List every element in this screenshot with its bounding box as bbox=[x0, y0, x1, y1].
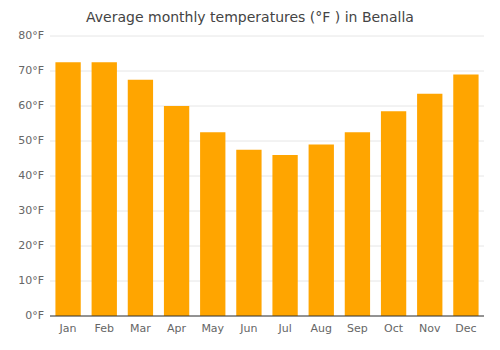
y-tick-label: 60°F bbox=[18, 99, 44, 112]
bar bbox=[164, 106, 189, 316]
bar bbox=[453, 75, 478, 317]
bar bbox=[92, 62, 117, 316]
bar bbox=[381, 111, 406, 316]
x-tick-label: Sep bbox=[347, 322, 368, 335]
bar bbox=[272, 155, 297, 316]
y-tick-label: 80°F bbox=[18, 29, 44, 42]
chart: 0°F 10°F 20°F 30°F 40°F 50°F 60°F 70°F 80°F Jan Fe… bbox=[0, 0, 500, 350]
y-tick-label: 20°F bbox=[18, 239, 44, 252]
y-axis: 0°F 10°F 20°F 30°F 40°F 50°F 60°F 70°F 80°F bbox=[18, 29, 44, 322]
y-tick-label: 50°F bbox=[18, 134, 44, 147]
x-tick-label: Dec bbox=[455, 322, 476, 335]
bars bbox=[55, 62, 478, 316]
y-tick-label: 10°F bbox=[18, 274, 44, 287]
x-tick-label: Oct bbox=[384, 322, 404, 335]
bar bbox=[128, 80, 153, 316]
x-tick-label: Feb bbox=[95, 322, 114, 335]
bar bbox=[309, 145, 334, 317]
grid bbox=[50, 36, 484, 316]
bar bbox=[417, 94, 442, 316]
y-tick-label: 30°F bbox=[18, 204, 44, 217]
y-tick-label: 40°F bbox=[18, 169, 44, 182]
bar bbox=[345, 132, 370, 316]
x-tick-label: Jun bbox=[239, 322, 257, 335]
x-tick-label: May bbox=[201, 322, 224, 335]
grid-line bbox=[50, 36, 484, 37]
x-tick-label: Jul bbox=[277, 322, 291, 335]
bar bbox=[200, 132, 225, 316]
x-tick-label: Apr bbox=[167, 322, 187, 335]
x-tick-label: Nov bbox=[419, 322, 441, 335]
y-tick-label: 70°F bbox=[18, 64, 44, 77]
y-tick-label: 0°F bbox=[25, 309, 44, 322]
x-tick-label: Aug bbox=[311, 322, 332, 335]
title: Average monthly temperatures (°F ) in Be… bbox=[86, 9, 414, 25]
x-tick-label: Jan bbox=[59, 322, 77, 335]
x-tick-label: Mar bbox=[130, 322, 151, 335]
bar bbox=[236, 150, 261, 316]
grid-line bbox=[50, 316, 484, 317]
x-axis: Jan Feb Mar Apr May Jun Jul Aug Sep Oct Nov Dec bbox=[59, 322, 477, 335]
x-axis-line bbox=[50, 316, 484, 317]
bar bbox=[55, 62, 80, 316]
